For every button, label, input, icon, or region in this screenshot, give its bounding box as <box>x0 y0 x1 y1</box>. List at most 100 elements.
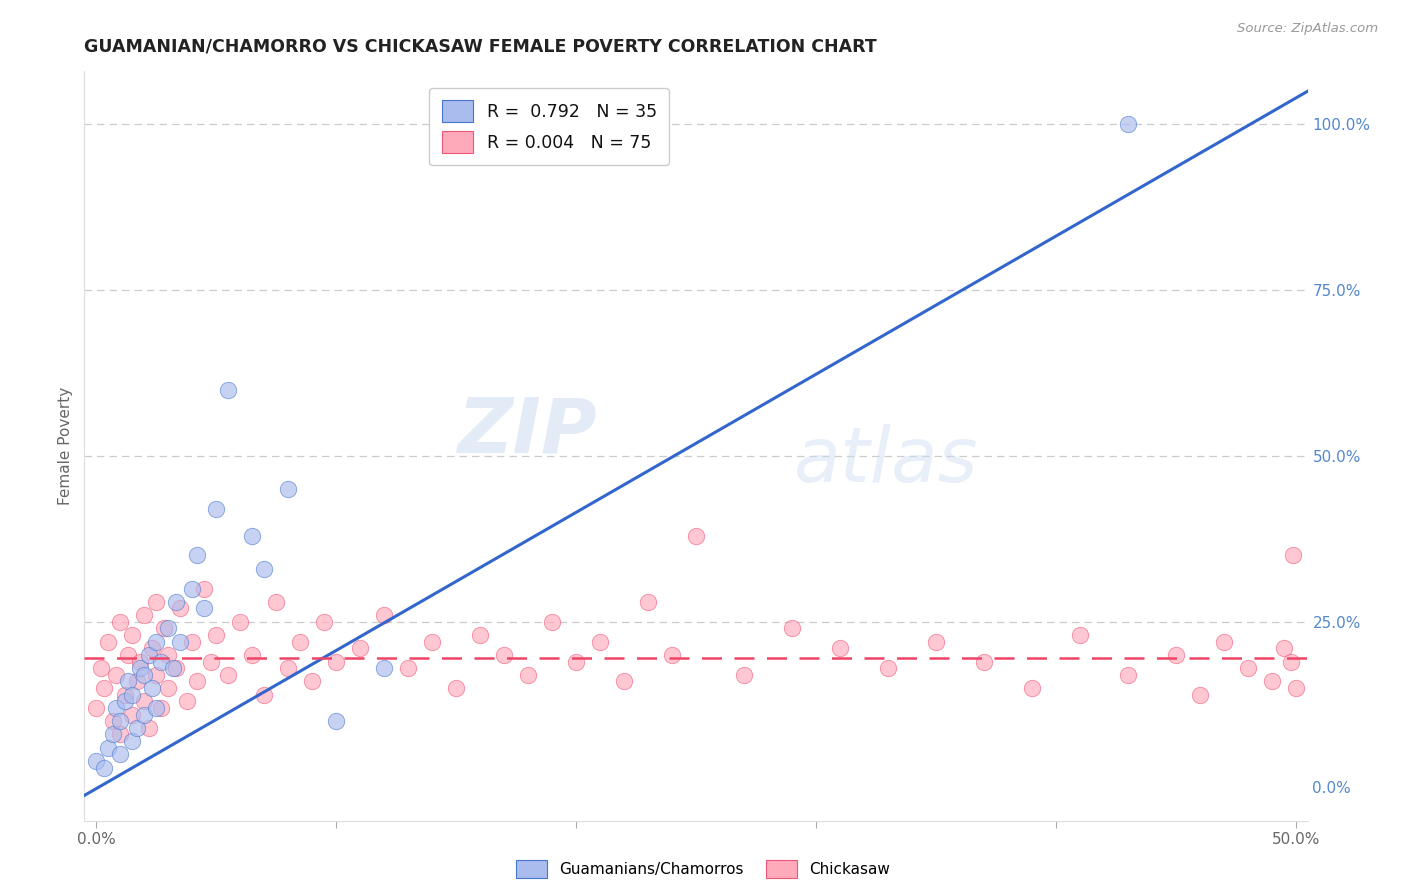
Point <box>93 761 115 775</box>
Point <box>134 667 156 681</box>
Point <box>973 655 995 669</box>
Point <box>134 694 156 708</box>
Point <box>117 674 139 689</box>
Point <box>101 714 124 728</box>
Point <box>217 383 239 397</box>
Point <box>1272 641 1295 656</box>
Point <box>1212 634 1234 648</box>
Point <box>169 601 191 615</box>
Point <box>152 621 174 635</box>
Legend: R =  0.792   N = 35, R = 0.004   N = 75: R = 0.792 N = 35, R = 0.004 N = 75 <box>429 87 669 165</box>
Point <box>169 634 191 648</box>
Point <box>325 655 347 669</box>
Point <box>420 634 443 648</box>
Point <box>733 667 755 681</box>
Point <box>494 648 516 662</box>
Point <box>114 694 136 708</box>
Point <box>114 688 136 702</box>
Point <box>162 661 184 675</box>
Point <box>157 681 180 695</box>
Point <box>1284 681 1306 695</box>
Point <box>186 674 208 689</box>
Point <box>127 674 149 689</box>
Point <box>396 661 419 675</box>
Point <box>517 667 540 681</box>
Point <box>134 707 156 722</box>
Point <box>128 661 150 675</box>
Point <box>121 688 143 702</box>
Point <box>145 667 167 681</box>
Point <box>128 655 150 669</box>
Text: ZIP: ZIP <box>458 394 598 468</box>
Point <box>613 674 636 689</box>
Point <box>97 634 120 648</box>
Point <box>138 721 160 735</box>
Point <box>110 615 132 629</box>
Point <box>205 502 228 516</box>
Point <box>145 701 167 715</box>
Y-axis label: Female Poverty: Female Poverty <box>58 387 73 505</box>
Point <box>121 628 143 642</box>
Legend: Guamanians/Chamorros, Chickasaw: Guamanians/Chamorros, Chickasaw <box>510 854 896 884</box>
Point <box>1188 688 1211 702</box>
Point <box>301 674 323 689</box>
Point <box>277 482 299 496</box>
Point <box>165 595 187 609</box>
Point <box>86 701 108 715</box>
Point <box>150 655 173 669</box>
Point <box>157 621 180 635</box>
Point <box>373 661 395 675</box>
Point <box>101 727 124 741</box>
Point <box>205 628 228 642</box>
Point <box>349 641 371 656</box>
Point <box>240 528 263 542</box>
Point <box>277 661 299 675</box>
Point <box>1116 117 1139 131</box>
Point <box>121 707 143 722</box>
Point <box>104 701 127 715</box>
Point <box>90 661 112 675</box>
Point <box>93 681 115 695</box>
Point <box>661 648 683 662</box>
Point <box>141 641 163 656</box>
Point <box>134 608 156 623</box>
Point <box>193 601 215 615</box>
Point <box>253 562 276 576</box>
Point <box>181 582 204 596</box>
Point <box>165 661 187 675</box>
Point <box>97 740 120 755</box>
Point <box>314 615 336 629</box>
Point <box>1260 674 1282 689</box>
Text: GUAMANIAN/CHAMORRO VS CHICKASAW FEMALE POVERTY CORRELATION CHART: GUAMANIAN/CHAMORRO VS CHICKASAW FEMALE P… <box>84 38 877 56</box>
Point <box>1116 667 1139 681</box>
Point <box>145 595 167 609</box>
Point <box>141 681 163 695</box>
Point <box>253 688 276 702</box>
Point <box>138 648 160 662</box>
Point <box>264 595 287 609</box>
Point <box>1164 648 1187 662</box>
Point <box>444 681 467 695</box>
Point <box>589 634 612 648</box>
Text: atlas: atlas <box>794 424 979 498</box>
Point <box>110 727 132 741</box>
Point <box>290 634 312 648</box>
Point <box>110 714 132 728</box>
Point <box>876 661 898 675</box>
Point <box>1279 655 1302 669</box>
Point <box>104 667 127 681</box>
Point <box>86 754 108 768</box>
Text: Source: ZipAtlas.com: Source: ZipAtlas.com <box>1237 22 1378 36</box>
Point <box>157 648 180 662</box>
Point <box>181 634 204 648</box>
Point <box>145 634 167 648</box>
Point <box>325 714 347 728</box>
Point <box>240 648 263 662</box>
Point <box>150 701 173 715</box>
Point <box>685 528 707 542</box>
Point <box>541 615 564 629</box>
Point <box>110 747 132 762</box>
Point <box>186 549 208 563</box>
Point <box>637 595 659 609</box>
Point <box>121 734 143 748</box>
